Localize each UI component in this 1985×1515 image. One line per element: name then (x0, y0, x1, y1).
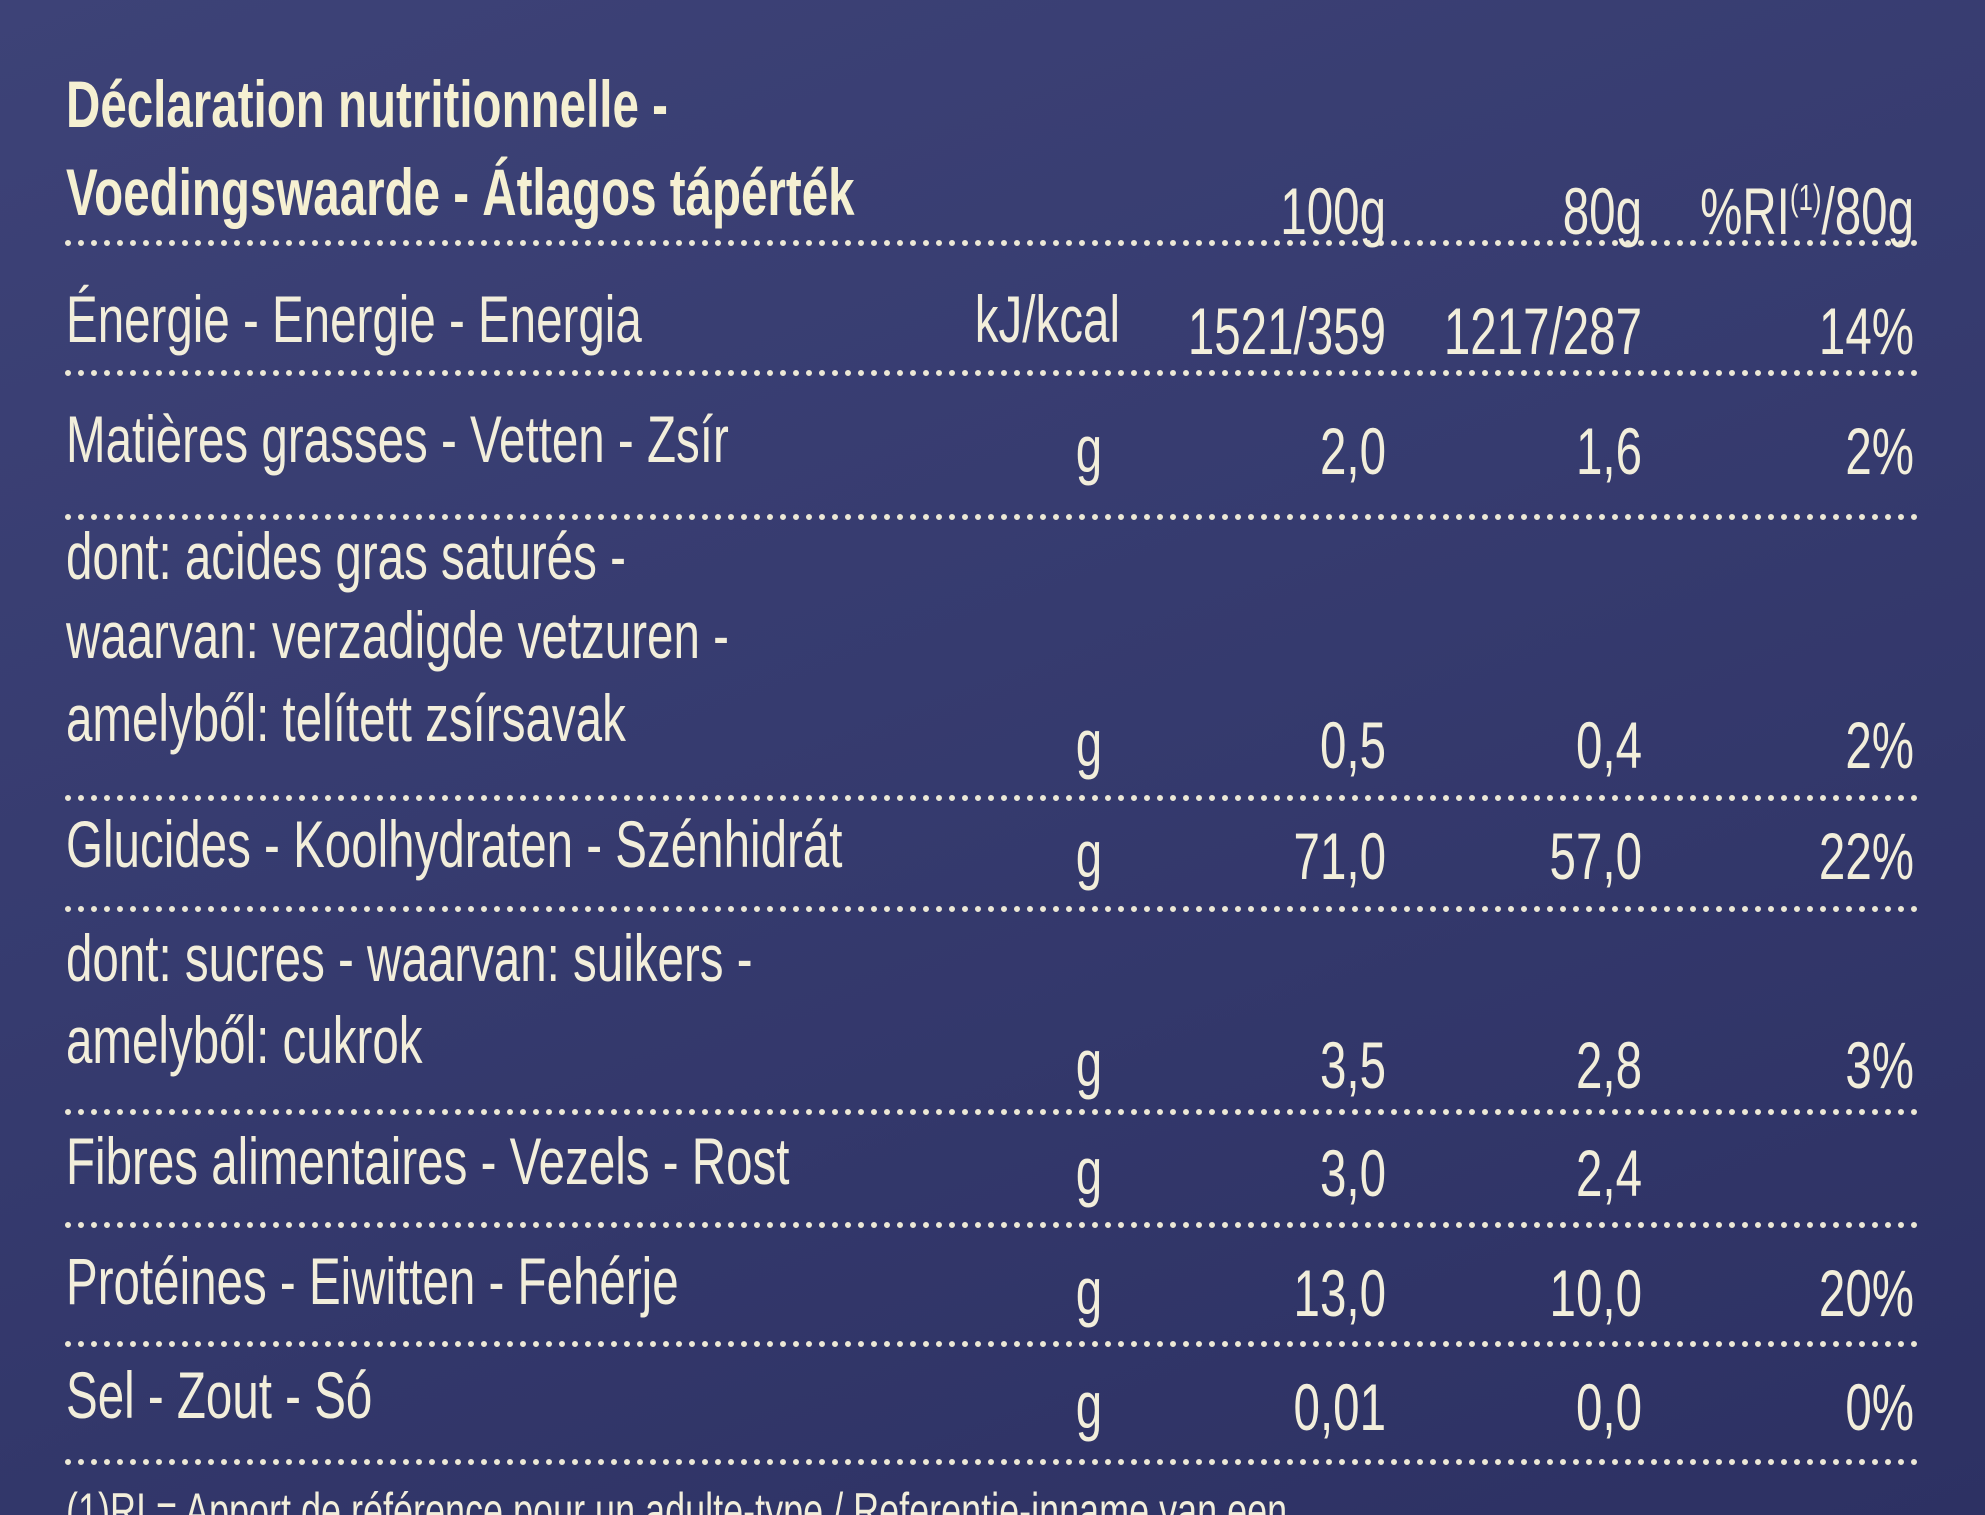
value-80g: 2,8 (1576, 1029, 1642, 1102)
row-label: Fibres alimentaires - Vezels - Rost (66, 1125, 790, 1198)
unit: g (1076, 1135, 1102, 1208)
value-ri: 22% (1819, 820, 1914, 893)
value-ri: 20% (1819, 1257, 1914, 1330)
value-ri: 14% (1819, 295, 1914, 368)
column-header-part: %RI (1700, 175, 1790, 248)
value-80g: 1217/287 (1444, 295, 1642, 368)
value-80g: 2,4 (1576, 1137, 1642, 1210)
value-80g: 0,4 (1576, 709, 1642, 782)
column-header: 100g (1280, 175, 1386, 248)
row-label: Glucides - Koolhydraten - Szénhidrát (66, 808, 842, 881)
unit: g (1076, 1027, 1102, 1100)
value-ri: 0% (1845, 1371, 1914, 1444)
value-80g: 10,0 (1550, 1257, 1642, 1330)
value-80g: 0,0 (1576, 1371, 1642, 1444)
title-line: Voedingswaarde - Átlagos tápérték (66, 156, 855, 229)
row-label: amelyből: telített zsírsavak (66, 682, 626, 755)
row-label: amelyből: cukrok (66, 1004, 423, 1077)
unit: g (1076, 1369, 1102, 1442)
value-100g: 71,0 (1294, 820, 1386, 893)
unit: g (1076, 413, 1102, 486)
row-label: dont: acides gras saturés - (66, 520, 626, 593)
unit: g (1076, 1255, 1102, 1328)
unit: g (1076, 818, 1102, 891)
row-label: Matières grasses - Vetten - Zsír (66, 403, 729, 476)
row-label: Énergie - Energie - Energia (66, 283, 642, 356)
value-100g: 1521/359 (1188, 295, 1386, 368)
row-label: dont: sucres - waarvan: suikers - (66, 922, 753, 995)
value-100g: 0,01 (1294, 1371, 1386, 1444)
row-label: Sel - Zout - Só (66, 1359, 372, 1432)
column-header-part: /80g (1822, 175, 1914, 248)
value-ri: 2% (1845, 415, 1914, 488)
column-header-part: (1) (1790, 178, 1822, 218)
unit: g (1076, 707, 1102, 780)
row-label: Protéines - Eiwitten - Fehérje (66, 1245, 679, 1318)
value-ri: 2% (1845, 709, 1914, 782)
title-line: Déclaration nutritionnelle - (66, 68, 668, 141)
value-80g: 57,0 (1550, 820, 1642, 893)
value-100g: 3,0 (1320, 1137, 1386, 1210)
value-100g: 2,0 (1320, 415, 1386, 488)
value-80g: 1,6 (1576, 415, 1642, 488)
footnote: (1)RI = Apport de référence pour un adul… (66, 1484, 1287, 1515)
unit: kJ/kcal (975, 283, 1120, 356)
value-ri: 3% (1845, 1029, 1914, 1102)
column-header: 80g (1563, 175, 1642, 248)
value-100g: 3,5 (1320, 1029, 1386, 1102)
value-100g: 0,5 (1320, 709, 1386, 782)
row-label: waarvan: verzadigde vetzuren - (65, 599, 729, 672)
column-header: %RI(1)/80g (1700, 175, 1914, 248)
value-100g: 13,0 (1294, 1257, 1386, 1330)
